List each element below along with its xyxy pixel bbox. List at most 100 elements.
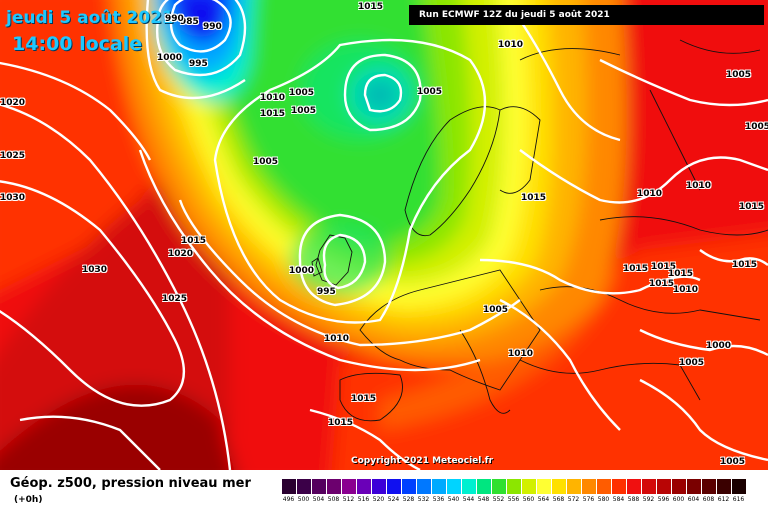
isobar-label: 1005: [417, 87, 443, 97]
isobar-label: 1010: [686, 181, 712, 191]
legend-value: 516: [357, 496, 370, 503]
legend-color: [581, 479, 596, 494]
legend-swatch: 564: [536, 479, 551, 506]
isobar-label: 1015: [328, 418, 354, 428]
isobar-label: 1015: [260, 109, 286, 119]
legend-swatch: 572: [566, 479, 581, 506]
legend-value: 524: [387, 496, 400, 503]
legend-swatch: 504: [311, 479, 326, 506]
legend-swatch: 592: [641, 479, 656, 506]
isobar-label: 1005: [745, 122, 768, 132]
legend-value: 556: [507, 496, 520, 503]
legend-swatch: 588: [626, 479, 641, 506]
legend-value: 508: [327, 496, 340, 503]
legend-value: 512: [342, 496, 355, 503]
isobar-label: 1010: [260, 93, 286, 103]
legend-swatch: 584: [611, 479, 626, 506]
isobar-label: 1030: [82, 265, 108, 275]
legend-value: 500: [297, 496, 310, 503]
legend-swatch: 528: [401, 479, 416, 506]
legend-swatch: 512: [341, 479, 356, 506]
legend-value: 584: [612, 496, 625, 503]
isobars: [0, 0, 768, 470]
legend-swatch: 508: [326, 479, 341, 506]
forecast-date: jeudi 5 août 2021: [6, 8, 174, 28]
legend-color: [536, 479, 551, 494]
legend-color: [626, 479, 641, 494]
forecast-time: 14:00 locale: [12, 33, 143, 55]
isobar-label: 1025: [162, 294, 188, 304]
legend-color: [566, 479, 581, 494]
legend-value: 604: [687, 496, 700, 503]
isobar-label: 990: [203, 22, 222, 32]
legend-color: [281, 479, 296, 494]
legend-swatch: 540: [446, 479, 461, 506]
legend-swatch: 600: [671, 479, 686, 506]
legend-value: 564: [537, 496, 550, 503]
legend-color: [461, 479, 476, 494]
legend-color: [356, 479, 371, 494]
isobar-label: 1000: [706, 341, 732, 351]
legend-color: [521, 479, 536, 494]
color-scale: 496 500 504 508 512 516 520 524 528 532 536 540 544 5…: [281, 479, 746, 506]
isobar-label: 1015: [181, 236, 207, 246]
legend-value: 540: [447, 496, 460, 503]
legend-swatch: 580: [596, 479, 611, 506]
copyright-text: Copyright 2021 Meteociel.fr: [351, 456, 494, 466]
legend-color: [551, 479, 566, 494]
legend-value: 520: [372, 496, 385, 503]
legend-color: [476, 479, 491, 494]
legend-value: 568: [552, 496, 565, 503]
legend-swatch: 560: [521, 479, 536, 506]
isobar-label: 1010: [637, 189, 663, 199]
legend-color: [656, 479, 671, 494]
isobar-label: 1005: [289, 88, 315, 98]
legend-color: [641, 479, 656, 494]
legend-swatch: 608: [701, 479, 716, 506]
coastlines: [311, 39, 768, 422]
legend-value: 588: [627, 496, 640, 503]
isobar-label: 1015: [351, 394, 377, 404]
legend-value: 496: [282, 496, 295, 503]
isobar-label: 1000: [157, 53, 183, 63]
legend-color: [716, 479, 731, 494]
isobar-label: 985: [180, 17, 199, 27]
legend-swatch: 532: [416, 479, 431, 506]
legend-value: 572: [567, 496, 580, 503]
legend-color: [296, 479, 311, 494]
isobar-label: 1010: [498, 40, 524, 50]
legend-color: [686, 479, 701, 494]
legend-swatch: 516: [356, 479, 371, 506]
isobar-label: 1005: [483, 305, 509, 315]
legend-value: 548: [477, 496, 490, 503]
isobar-label: 1015: [739, 202, 765, 212]
isobar-label: 1025: [0, 151, 26, 161]
legend-color: [341, 479, 356, 494]
isobar-label: 990: [165, 14, 184, 24]
legend-value: 616: [732, 496, 745, 503]
isobar-label: 995: [317, 287, 336, 297]
isobar-label: 1005: [679, 358, 705, 368]
isobar-label: 1015: [649, 279, 675, 289]
legend-color: [491, 479, 506, 494]
forecast-offset: (+0h): [14, 495, 43, 505]
legend-color: [386, 479, 401, 494]
model-run-banner: Run ECMWF 12Z du jeudi 5 août 2021: [409, 5, 764, 25]
legend-swatch: 496: [281, 479, 296, 506]
legend-value: 528: [402, 496, 415, 503]
legend-value: 576: [582, 496, 595, 503]
legend-color: [401, 479, 416, 494]
legend-color: [371, 479, 386, 494]
legend-color: [326, 479, 341, 494]
legend-swatch: 520: [371, 479, 386, 506]
legend-swatch: 616: [731, 479, 746, 506]
legend-swatch: 544: [461, 479, 476, 506]
isobar-label: 1015: [358, 2, 384, 12]
legend-value: 544: [462, 496, 475, 503]
isobar-label: 1020: [168, 249, 194, 259]
legend-swatch: 556: [506, 479, 521, 506]
legend-swatch: 576: [581, 479, 596, 506]
legend-footer: Géop. z500, pression niveau mer (+0h) 49…: [0, 470, 768, 512]
weather-map: jeudi 5 août 2021 14:00 locale Run ECMWF…: [0, 0, 768, 470]
legend-value: 536: [432, 496, 445, 503]
